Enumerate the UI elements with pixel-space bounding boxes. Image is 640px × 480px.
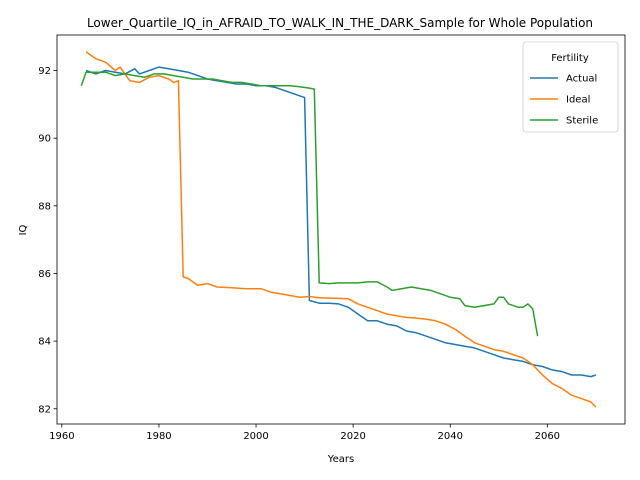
y-tick-label: 90 [38,134,51,145]
series-line-ideal [85,51,597,408]
chart-title: Lower_Quartile_IQ_in_AFRAID_TO_WALK_IN_T… [87,16,593,30]
y-axis-label: IQ [18,224,29,235]
legend-label-sterile: Sterile [566,116,598,127]
legend: Fertility Actual Ideal Sterile [522,41,619,133]
series-line-sterile [80,71,539,337]
legend-box [522,41,619,133]
y-tick-label: 84 [38,337,51,348]
x-tick-label: 2040 [438,431,463,442]
y-tick-label: 88 [38,201,51,212]
x-axis-label: Years [327,454,354,465]
legend-title: Fertility [551,53,589,64]
x-tick-label: 2060 [535,431,560,442]
plot-area [80,51,597,408]
x-axis: 1960 1980 2000 2020 2040 2060 [49,424,560,442]
axes-frame [56,34,626,425]
x-tick-label: 1980 [146,431,171,442]
x-tick-label: 1960 [49,431,74,442]
legend-label-ideal: Ideal [566,95,590,106]
x-tick-label: 2000 [243,431,268,442]
y-tick-label: 92 [38,66,51,77]
y-tick-label: 82 [38,404,51,415]
y-axis: 82 84 86 88 90 92 [38,66,57,415]
legend-label-actual: Actual [566,74,597,85]
x-tick-label: 2020 [340,431,365,442]
y-tick-label: 86 [38,269,51,280]
series-line-actual [85,66,597,378]
